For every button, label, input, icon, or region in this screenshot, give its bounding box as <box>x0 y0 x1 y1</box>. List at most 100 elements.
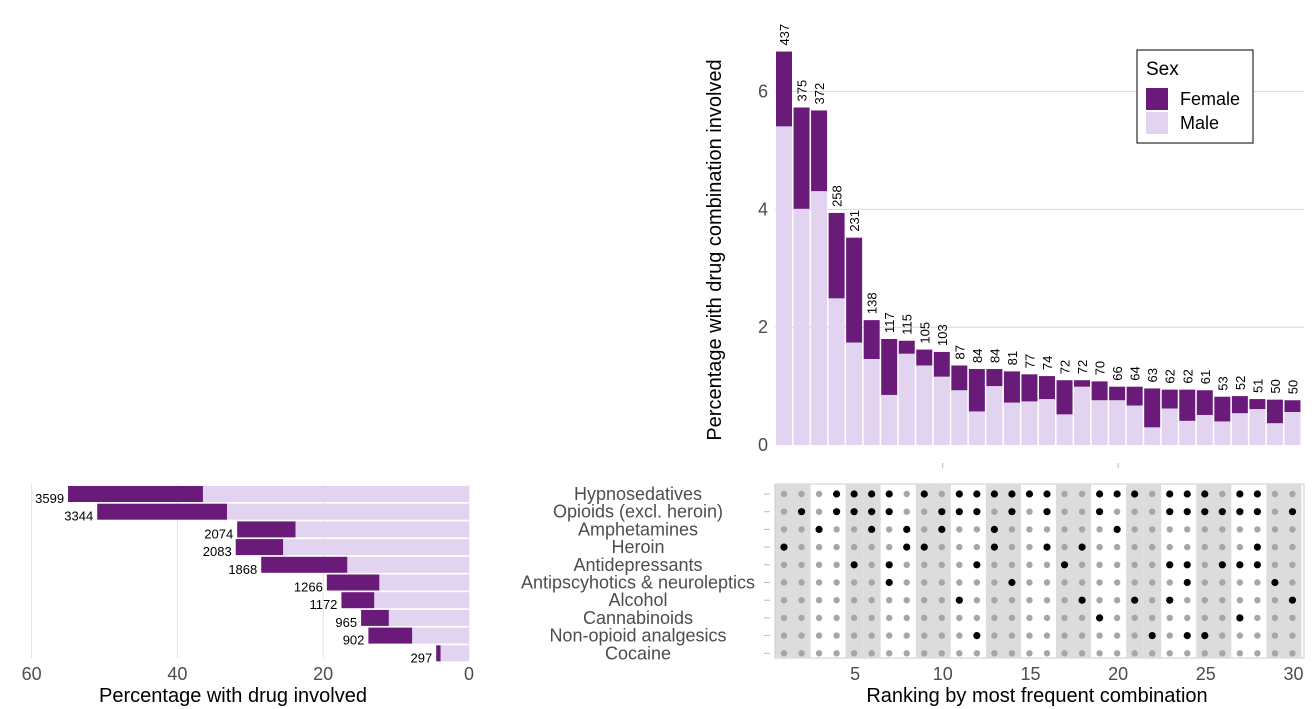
matrix-dot-active <box>797 508 806 516</box>
bar-male <box>1003 402 1020 445</box>
matrix-dot-inactive <box>1096 632 1103 639</box>
bar-male <box>916 365 933 445</box>
x-tick-label: 15 <box>1020 664 1040 684</box>
bar-female <box>863 320 880 360</box>
hbar-male <box>295 521 469 538</box>
matrix-dot-inactive <box>1078 561 1086 568</box>
hbar-male <box>283 539 469 556</box>
matrix-dot-inactive <box>885 543 893 551</box>
matrix-dot-inactive <box>885 632 893 639</box>
matrix-dot-inactive <box>1078 508 1086 515</box>
matrix-column-shade <box>933 484 951 658</box>
matrix-dot-inactive <box>1148 614 1156 622</box>
matrix-dot-inactive <box>833 543 840 551</box>
x-tick-label: 10 <box>933 664 953 684</box>
matrix-dot-inactive <box>921 508 928 515</box>
matrix-dot-inactive <box>1148 561 1156 568</box>
matrix-dot-active <box>1113 490 1121 498</box>
matrix-dot-inactive <box>938 614 945 622</box>
count-label: 62 <box>1163 369 1178 383</box>
bar-female <box>1231 396 1248 414</box>
matrix-dot-inactive <box>1166 614 1173 622</box>
matrix-dot-active <box>1078 596 1086 604</box>
matrix-dot-inactive <box>1219 597 1226 604</box>
matrix-dot-inactive <box>991 614 998 622</box>
hbar-count-label: 1266 <box>294 580 323 595</box>
matrix-dot-active <box>1060 561 1069 569</box>
matrix-dot-inactive <box>973 650 981 657</box>
x-tick-label: 30 <box>1283 664 1303 684</box>
matrix-dot-inactive <box>1008 597 1016 604</box>
matrix-dot-inactive <box>1166 579 1173 586</box>
matrix-dot-inactive <box>1043 579 1051 586</box>
matrix-column-shade <box>1196 484 1214 658</box>
matrix-column-shade <box>1143 484 1162 658</box>
hbar-female <box>326 574 380 591</box>
count-label: 53 <box>1215 376 1230 390</box>
matrix-dot-active <box>1253 561 1261 569</box>
matrix-dot-inactive <box>815 614 823 622</box>
matrix-dot-inactive <box>1271 614 1279 622</box>
bar-female <box>1126 386 1143 406</box>
bar-male <box>811 191 828 445</box>
hbar-female <box>237 521 296 538</box>
bar-male <box>776 126 792 445</box>
matrix-dot-inactive <box>1026 543 1033 551</box>
matrix-dot-inactive <box>1061 632 1068 639</box>
matrix-dot-inactive <box>903 579 910 586</box>
matrix-dot-active <box>1131 596 1139 604</box>
matrix-dot-inactive <box>1061 543 1068 551</box>
bar-male <box>898 353 915 445</box>
matrix-dot-active <box>973 508 981 516</box>
matrix-dot-active <box>1183 561 1191 569</box>
matrix-dot-inactive <box>850 650 858 657</box>
matrix-dot-inactive <box>1166 526 1173 533</box>
matrix-dot-inactive <box>1078 614 1086 622</box>
matrix-dot-active <box>1271 578 1279 587</box>
matrix-dot-inactive <box>868 597 875 604</box>
matrix-dot-inactive <box>1131 614 1138 622</box>
matrix-dot-active <box>1043 490 1051 498</box>
bar-female <box>1074 380 1091 387</box>
hbar-count-label: 2083 <box>203 544 232 559</box>
x-axis-title-left: Percentage with drug involved <box>99 685 367 707</box>
matrix-dot-active <box>1236 561 1244 569</box>
hbar-female <box>341 592 375 609</box>
matrix-dot-inactive <box>1078 650 1086 657</box>
matrix-dot-inactive <box>1131 543 1138 551</box>
matrix-dot-inactive <box>1271 508 1279 515</box>
matrix-dot-inactive <box>921 597 928 604</box>
matrix-dot-inactive <box>833 650 840 657</box>
matrix-dot-inactive <box>1166 632 1173 639</box>
set-name-label: Antidepressants <box>573 555 702 575</box>
x-tick-label-left: 20 <box>313 664 333 684</box>
set-name-label: Heroin <box>611 537 664 557</box>
count-label: 77 <box>1022 354 1037 368</box>
legend: Sex Female Male <box>1136 49 1254 144</box>
bar-female <box>1038 376 1055 400</box>
matrix-dot-inactive <box>1236 597 1244 604</box>
bar-male <box>846 342 863 445</box>
set-name-label: Opioids (excl. heroin) <box>553 502 723 522</box>
matrix-dot-inactive <box>921 632 928 639</box>
matrix-dot-active <box>955 508 963 516</box>
bar-female <box>1179 389 1196 421</box>
matrix-dot-inactive <box>1184 614 1191 622</box>
bar-female <box>811 110 828 192</box>
matrix-dot-active <box>885 561 893 569</box>
matrix-dot-inactive <box>1096 579 1103 586</box>
count-label: 72 <box>1075 360 1090 374</box>
matrix-dot-inactive <box>1113 614 1121 622</box>
hbar-male <box>374 592 469 609</box>
matrix-dot-inactive <box>1008 632 1016 639</box>
matrix-dot-inactive <box>815 508 823 515</box>
bar-female <box>1266 399 1283 424</box>
hbar-count-label: 965 <box>335 615 357 630</box>
matrix-dot-inactive <box>833 614 840 622</box>
matrix-dot-inactive <box>1078 632 1086 639</box>
matrix-dot-inactive <box>1113 632 1121 639</box>
hbar-count-label: 902 <box>343 633 365 648</box>
matrix-dot-active <box>1095 614 1104 622</box>
set-name-label: Non-opioid analgesics <box>549 626 726 646</box>
matrix-dot-inactive <box>780 490 788 498</box>
